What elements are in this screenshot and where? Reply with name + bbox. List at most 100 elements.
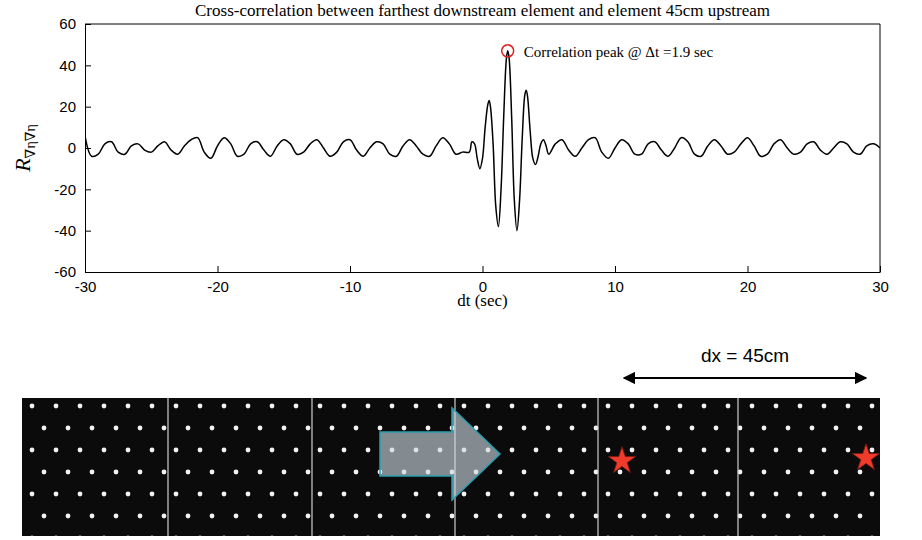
tick: -10 — [340, 266, 362, 295]
dot — [522, 426, 527, 431]
tick-mark — [218, 266, 219, 272]
dot — [438, 404, 443, 409]
dot — [42, 426, 47, 431]
dot — [306, 426, 311, 431]
dot — [654, 536, 659, 537]
tick-label: 20 — [59, 98, 76, 115]
dot — [318, 404, 323, 409]
dot — [822, 492, 827, 497]
tick-label: 60 — [59, 15, 76, 32]
dot — [510, 492, 515, 497]
dot — [726, 404, 731, 409]
dot — [54, 492, 59, 497]
tick-mark — [615, 266, 616, 272]
dot — [534, 448, 539, 453]
dot — [726, 536, 731, 537]
dot — [654, 448, 659, 453]
dot — [570, 514, 575, 519]
dot — [846, 448, 851, 453]
tick-label: -60 — [54, 263, 76, 280]
dot — [654, 492, 659, 497]
dot — [870, 536, 875, 537]
tick-mark — [85, 231, 91, 232]
tick-label: 20 — [740, 278, 757, 295]
dot — [90, 426, 95, 431]
dot — [558, 404, 563, 409]
dot — [870, 404, 875, 409]
tick-mark — [85, 189, 91, 190]
dot — [750, 448, 755, 453]
dot — [246, 536, 251, 537]
panel-separator — [597, 398, 598, 536]
dot — [162, 470, 167, 475]
dot — [270, 492, 275, 497]
dot — [834, 514, 839, 519]
dot — [246, 404, 251, 409]
dot — [858, 514, 863, 519]
dot — [78, 536, 83, 537]
dot — [510, 404, 515, 409]
dot — [726, 448, 731, 453]
tick-mark — [483, 266, 484, 272]
dot — [618, 426, 623, 431]
dot — [366, 448, 371, 453]
dot — [606, 492, 611, 497]
dot — [270, 404, 275, 409]
dot — [330, 426, 335, 431]
data-line — [85, 51, 880, 231]
dot — [66, 514, 71, 519]
dot — [426, 426, 431, 431]
dot — [798, 536, 803, 537]
dot — [402, 426, 407, 431]
dot — [30, 448, 35, 453]
dot — [462, 536, 467, 537]
y-axis-title: R∇η∇η — [10, 124, 38, 173]
dot — [222, 536, 227, 537]
dot — [834, 470, 839, 475]
dot — [150, 404, 155, 409]
tick-mark — [350, 266, 351, 272]
tick: 40 — [59, 57, 91, 74]
dot — [822, 448, 827, 453]
dot — [462, 492, 467, 497]
dot — [186, 514, 191, 519]
dot — [30, 492, 35, 497]
dot — [534, 536, 539, 537]
dot — [486, 536, 491, 537]
dot — [678, 448, 683, 453]
dot — [498, 470, 503, 475]
dot — [150, 536, 155, 537]
dot — [270, 536, 275, 537]
dot — [282, 426, 287, 431]
dot — [174, 536, 179, 537]
dot — [318, 448, 323, 453]
dot — [114, 514, 119, 519]
dot — [702, 492, 707, 497]
dot — [558, 536, 563, 537]
tick-mark — [748, 266, 749, 272]
dot — [66, 426, 71, 431]
dot — [270, 448, 275, 453]
dot — [630, 492, 635, 497]
dot — [390, 536, 395, 537]
tick-label: 40 — [59, 57, 76, 74]
panel-separator — [737, 398, 738, 536]
dot — [342, 536, 347, 537]
dot — [786, 470, 791, 475]
image-background — [22, 398, 880, 536]
dot — [162, 426, 167, 431]
dot — [426, 514, 431, 519]
dot — [462, 404, 467, 409]
tick-label: -20 — [207, 278, 229, 295]
dot — [690, 514, 695, 519]
dot — [774, 536, 779, 537]
dot — [678, 536, 683, 537]
dot — [42, 470, 47, 475]
dot — [750, 404, 755, 409]
dot — [666, 470, 671, 475]
dot — [378, 426, 383, 431]
tick-label: 10 — [607, 278, 624, 295]
tick-label: -40 — [54, 222, 76, 239]
dot — [630, 448, 635, 453]
dot — [558, 448, 563, 453]
